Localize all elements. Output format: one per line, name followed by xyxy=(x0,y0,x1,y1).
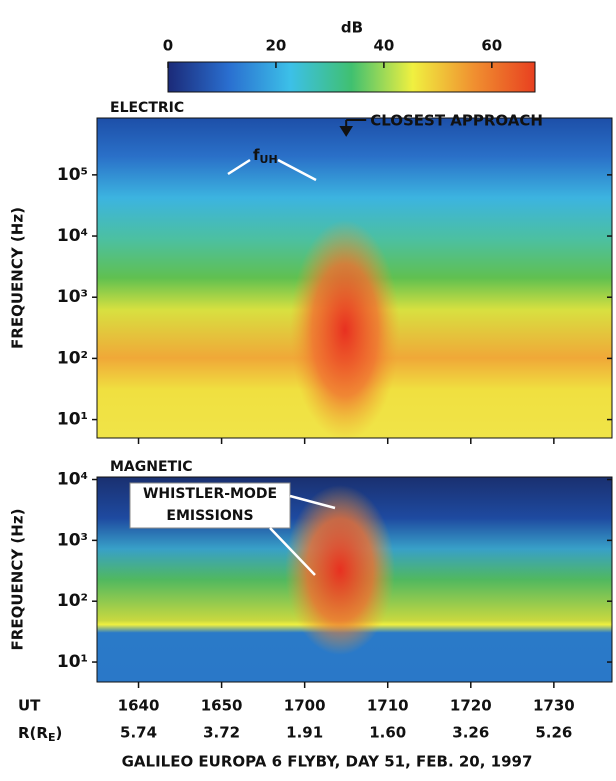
whistler-label: EMISSIONS xyxy=(166,508,253,524)
panel-label: MAGNETIC xyxy=(110,459,193,475)
r-value: 5.26 xyxy=(535,724,572,742)
fuh-arrows xyxy=(227,158,317,182)
r-label-end: ) xyxy=(55,724,62,742)
colorbar-label: dB xyxy=(341,19,363,37)
ut-label: 1710 xyxy=(367,697,409,715)
figure-title: GALILEO EUROPA 6 FLYBY, DAY 51, FEB. 20,… xyxy=(122,753,533,771)
r-value: 1.91 xyxy=(286,724,323,742)
electric-frame xyxy=(96,117,613,439)
r-value: 3.72 xyxy=(203,724,240,742)
panel-label: ELECTRIC xyxy=(110,100,184,116)
y-tick-label: 10² xyxy=(57,348,88,368)
ut-label: 1720 xyxy=(450,697,492,715)
ut-label: 1650 xyxy=(201,697,243,715)
fuh-sub: UH xyxy=(260,153,278,166)
y-tick-label: 10³ xyxy=(57,287,88,307)
magnetic-frame xyxy=(96,476,613,683)
y-axis-label: FREQUENCY (Hz) xyxy=(9,207,27,349)
y-tick-label: 10⁴ xyxy=(57,470,88,490)
r-row-label: R(RE) xyxy=(18,724,62,745)
y-tick-label: 10² xyxy=(57,591,88,611)
ut-label: 1700 xyxy=(284,697,326,715)
whistler-box xyxy=(129,482,291,529)
ut-row-label: UT xyxy=(18,697,41,715)
colorbar-tick-label: 0 xyxy=(163,37,173,55)
closest-approach-arrow xyxy=(339,119,367,137)
y-tick-label: 10⁵ xyxy=(57,165,88,185)
r-value: 5.74 xyxy=(120,724,157,742)
r-label-sub: E xyxy=(48,731,56,744)
spectrogram-backdrop xyxy=(96,117,613,683)
r-label-main: R(R xyxy=(18,724,48,742)
magnetic-burst xyxy=(285,485,395,655)
colorbar-tick-label: 60 xyxy=(481,37,502,55)
y-tick-label: 10¹ xyxy=(57,652,88,672)
ut-label: 1640 xyxy=(118,697,160,715)
colorbar xyxy=(167,61,536,93)
y-tick-label: 10⁴ xyxy=(57,226,88,246)
fuh-main: f xyxy=(253,146,260,164)
whistler-arrows xyxy=(269,494,336,576)
electric-burst xyxy=(290,220,400,440)
ut-label: 1730 xyxy=(533,697,575,715)
y-axis-label: FREQUENCY (Hz) xyxy=(9,509,27,651)
whistler-label: WHISTLER-MODE xyxy=(143,486,277,502)
fuh-annotation: fUH xyxy=(253,146,278,167)
closest-approach-label: CLOSEST APPROACH xyxy=(370,112,543,130)
y-tick-label: 10¹ xyxy=(57,410,88,430)
r-value: 1.60 xyxy=(369,724,406,742)
y-tick-label: 10³ xyxy=(57,530,88,550)
colorbar-tick-label: 40 xyxy=(373,37,394,55)
colorbar-tick-label: 20 xyxy=(266,37,287,55)
r-value: 3.26 xyxy=(452,724,489,742)
